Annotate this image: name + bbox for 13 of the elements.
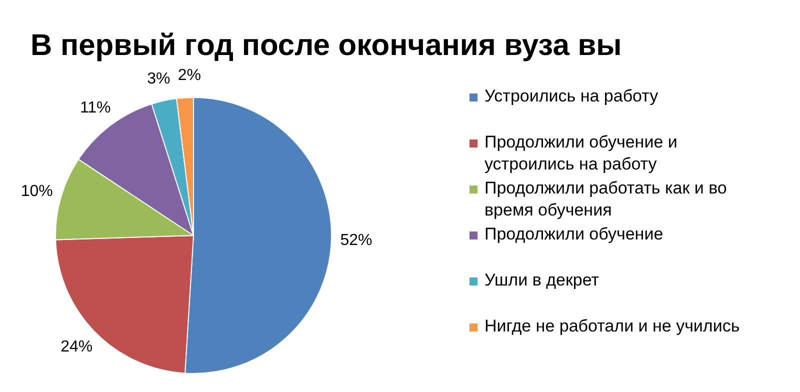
data-label: 24% xyxy=(60,338,93,356)
chart-title: В первый год после окончания вуза вы xyxy=(30,29,622,62)
data-label: 52% xyxy=(340,232,372,249)
legend-label: Продолжили работать как и во время обучения xyxy=(484,178,727,220)
data-label: 3% xyxy=(147,70,170,88)
legend-label: Ушли в декрет xyxy=(484,270,600,290)
data-label: 2% xyxy=(178,67,202,84)
legend-label: Устроились на работу xyxy=(484,86,659,106)
legend-label: Продолжили обучение xyxy=(484,224,664,244)
legend-label: Продолжили обучение и устроились на работу xyxy=(484,132,678,174)
legend-label: Нигде не работали и не учились xyxy=(484,316,740,336)
data-label: 11% xyxy=(80,99,111,116)
data-label: 10% xyxy=(20,183,53,200)
